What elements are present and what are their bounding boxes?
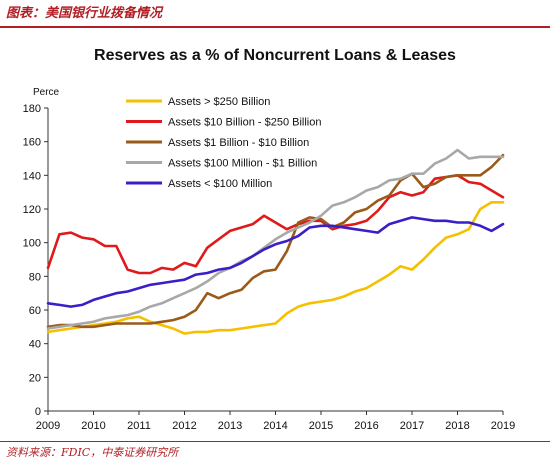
- legend-label-5: Assets < $100 Million: [168, 178, 272, 190]
- x-tick-label: 2013: [218, 420, 242, 432]
- series-line-3: [46, 153, 505, 329]
- legend-label-3: Assets $1 Billion - $10 Billion: [168, 137, 309, 149]
- legend-label-2: Assets $10 Billion - $250 Billion: [168, 117, 321, 129]
- y-tick-label: 60: [29, 305, 41, 317]
- legend-label-1: Assets > $250 Billion: [168, 96, 270, 108]
- y-axis-unit-label: Perce: [33, 87, 60, 98]
- x-tick-label: 2009: [36, 420, 60, 432]
- top-divider: [0, 26, 550, 28]
- chart-title: Reserves as a % of Noncurrent Loans & Le…: [94, 47, 456, 64]
- figure-caption: 图表：美国银行业拨备情况: [6, 6, 163, 21]
- y-tick-label: 160: [23, 137, 41, 149]
- y-tick-label: 0: [35, 406, 41, 418]
- series-line-4: [46, 148, 505, 330]
- series-line-5: [46, 216, 505, 308]
- series-line-1: [46, 201, 505, 335]
- series-line-2: [46, 174, 505, 275]
- line-chart: 0 20 40 60 80 100 120 140 160 180 2009 2010 2011 2012…: [23, 87, 516, 432]
- x-tick-label: 2015: [309, 420, 333, 432]
- x-tick-label: 2012: [172, 420, 196, 432]
- x-tick-label: 2017: [400, 420, 424, 432]
- y-tick-label: 180: [23, 103, 41, 115]
- y-tick-label: 40: [29, 339, 41, 351]
- y-tick-label: 100: [23, 238, 41, 250]
- y-tick-label: 140: [23, 170, 41, 182]
- x-tick-label: 2014: [263, 420, 287, 432]
- x-tick-label: 2019: [491, 420, 515, 432]
- x-tick-label: 2011: [127, 420, 151, 432]
- y-tick-label: 20: [29, 372, 41, 384]
- x-tick-label: 2016: [354, 420, 378, 432]
- y-tick-label: 120: [23, 204, 41, 216]
- x-tick-label: 2010: [81, 420, 105, 432]
- y-tick-label: 80: [29, 271, 41, 283]
- bottom-divider: [0, 441, 550, 442]
- x-tick-label: 2018: [445, 420, 469, 432]
- source-note: 资料来源：FDIC，中泰证券研究所: [6, 446, 179, 459]
- legend-label-4: Assets $100 Million - $1 Billion: [168, 158, 317, 170]
